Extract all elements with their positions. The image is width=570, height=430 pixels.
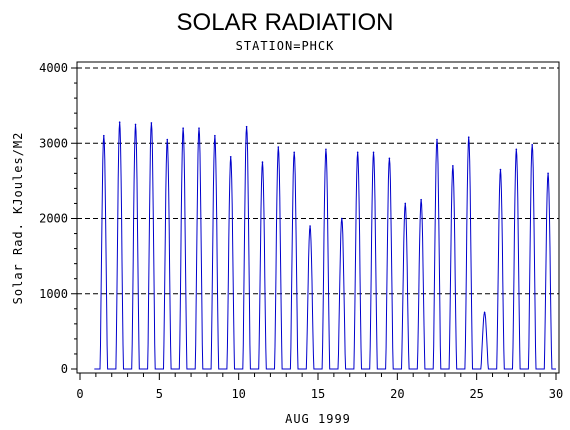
data-point-day-1.5 — [103, 134, 105, 137]
data-point-day-23.5 — [452, 165, 454, 167]
data-point-day-20.5 — [404, 202, 407, 205]
y-tick-label-1000: 1000 — [39, 287, 68, 301]
data-point-day-29.5 — [547, 172, 549, 175]
data-point-day-4.5 — [150, 122, 153, 124]
data-point-day-22.5 — [436, 138, 438, 141]
data-point-day-28.5 — [531, 143, 533, 146]
x-axis-title: AUG 1999 — [285, 412, 351, 426]
data-point-day-21.5 — [420, 198, 422, 201]
data-point-day-9.5 — [229, 155, 232, 158]
data-point-day-14.5 — [309, 225, 311, 227]
data-point-day-5.5 — [166, 138, 169, 141]
data-point-day-24.5 — [467, 136, 470, 139]
data-point-day-18.5 — [372, 151, 375, 154]
data-point-day-11.5 — [261, 161, 264, 163]
y-tick-label-0: 0 — [61, 362, 68, 376]
data-point-day-26.5 — [499, 168, 502, 171]
x-tick-label-5: 5 — [156, 387, 163, 401]
x-tick-label-30: 30 — [549, 387, 563, 401]
chart-subtitle: STATION=PHCK — [236, 39, 335, 53]
data-point-day-7.5 — [198, 127, 200, 129]
grid-lines — [77, 67, 559, 295]
x-axis: 0 5 10 15 20 25 30 — [76, 373, 563, 401]
x-tick-label-20: 20 — [390, 387, 404, 401]
data-point-day-2.5 — [118, 121, 121, 123]
chart-title: SOLAR RADIATION — [177, 9, 394, 36]
data-point-day-3.5 — [134, 123, 137, 126]
y-tick-label-2000: 2000 — [39, 212, 68, 226]
y-axis-title: Solar Rad. KJoules/M2 — [11, 132, 25, 305]
x-tick-label-25: 25 — [469, 387, 483, 401]
radiation-line — [94, 122, 556, 370]
data-point-day-10.5 — [245, 125, 248, 128]
x-tick-label-10: 10 — [231, 387, 245, 401]
y-axis: 0 1000 2000 3000 4000 — [39, 61, 77, 376]
data-point-day-15.5 — [325, 148, 327, 151]
data-point-day-17.5 — [356, 151, 359, 154]
data-point-day-12.5 — [277, 146, 280, 148]
data-point-day-13.5 — [293, 151, 296, 154]
data-point-day-19.5 — [388, 157, 391, 160]
data-point-day-27.5 — [515, 148, 518, 151]
data-point-day-6.5 — [182, 127, 184, 129]
y-tick-label-3000: 3000 — [39, 136, 68, 150]
y-tick-label-4000: 4000 — [39, 61, 68, 75]
data-point-day-8.5 — [214, 134, 216, 137]
data-point-day-25.5 — [483, 311, 486, 314]
x-tick-label-0: 0 — [76, 387, 83, 401]
series-radiation — [94, 121, 556, 370]
x-tick-label-15: 15 — [311, 387, 325, 401]
data-point-day-16.5 — [341, 217, 343, 220]
